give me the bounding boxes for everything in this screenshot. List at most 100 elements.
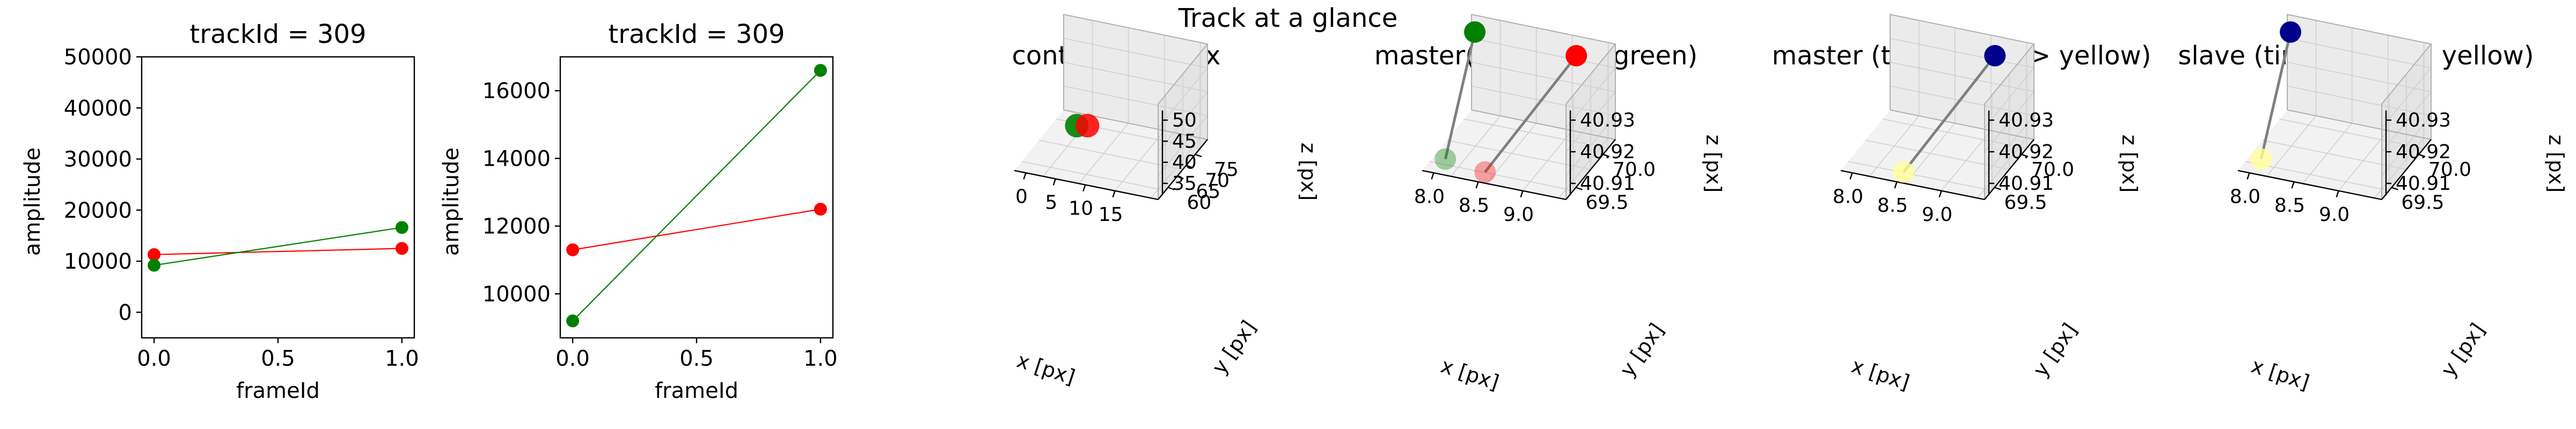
- chart-6-grid-line: [2280, 119, 2424, 149]
- chart-5-ytick: [1994, 187, 2001, 190]
- chart-4-x-axis: [1422, 169, 1567, 201]
- chart-1-ytick-label: 40000: [64, 96, 132, 121]
- chart-2-ylabel: amplitude: [439, 147, 464, 256]
- chart-2-ytick-label: 14000: [482, 146, 551, 171]
- chart-6-xtick: [2246, 172, 2250, 180]
- chart-1: trackId = 309 frameId amplitude 0.0 0.5 1.…: [20, 19, 419, 403]
- chart-6-zlabel: z [px]: [2544, 135, 2568, 193]
- chart-1-series-1-line: [153, 227, 402, 266]
- chart-5-ytick: [2021, 153, 2029, 158]
- chart-4-ytick-label: 70.0: [1613, 159, 1656, 181]
- chart-3-ytick: [1195, 153, 1202, 158]
- chart-4-ytick: [1576, 187, 1583, 190]
- chart-5-ytick-label: 69.5: [2004, 192, 2047, 214]
- chart-3-ztick-label: 50: [1172, 109, 1197, 131]
- chart-1-plot-area: 0.0 0.5 1.0 0 10000 20000 30000 40000 50000: [64, 45, 419, 371]
- chart-2-ytick-label: 16000: [482, 79, 551, 103]
- chart-3-ytick: [1185, 165, 1193, 168]
- chart-1-series-1-point: [395, 221, 408, 234]
- chart-5-axes: 8.0 8.5 9.0 69.5 70.040.91 40.92 40.93: [1833, 13, 2074, 226]
- chart-6-xtick-label: 8.0: [2230, 186, 2260, 208]
- chart-4-y-axis: [1565, 139, 1616, 200]
- chart-6-point-start: [2280, 21, 2302, 43]
- chart-5-connector: [1902, 55, 1996, 173]
- chart-2-ytick-label: 10000: [482, 282, 551, 307]
- chart-3-xtick: [1112, 190, 1116, 198]
- chart-1-ytick-label: 0: [119, 300, 132, 325]
- chart-6-ytick: [2418, 153, 2426, 158]
- chart-6-xtick-label: 8.5: [2274, 195, 2305, 217]
- chart-2-series-0-point: [566, 243, 580, 256]
- figure-suptitle: Track at a glance: [1178, 3, 1398, 33]
- chart-3-xtick-label: 0: [1015, 186, 1028, 208]
- chart-3-ytick-label: 60: [1187, 192, 1211, 214]
- chart-4-slave-connector: [1444, 32, 1476, 160]
- chart-3-x-axis: [1014, 169, 1159, 201]
- chart-1-ytick-label: 50000: [64, 45, 132, 70]
- chart-1-title: trackId = 309: [189, 19, 366, 49]
- chart-3-ztick-label: 40: [1172, 152, 1197, 174]
- chart-2-series-0-line: [572, 209, 821, 250]
- chart-4-zlabel: z [px]: [1702, 135, 1725, 193]
- chart-5-x-axis: [1840, 169, 1985, 201]
- chart-5-xtick-label: 8.5: [1877, 195, 1908, 217]
- chart-3-ztick-label: 45: [1172, 130, 1197, 152]
- chart-6-axes: 8.0 8.5 9.0 69.5 70.040.91 40.92 40.93: [2230, 13, 2471, 226]
- chart-2-title: trackId = 309: [608, 19, 785, 49]
- chart-4-grid-line: [1446, 139, 1591, 170]
- chart-6-point-end: [2250, 148, 2272, 170]
- chart-6-ytick: [2391, 187, 2398, 190]
- chart-5-ytick-label: 70.0: [2031, 159, 2074, 181]
- chart-6-x-axis: [2237, 169, 2382, 201]
- chart-4-slave-point: [1435, 148, 1457, 170]
- chart-4-ytick: [1602, 153, 1610, 158]
- chart-3-xtick: [1023, 172, 1027, 180]
- chart-4-ztick-label: 40.91: [1580, 173, 1635, 195]
- chart-3-xtick: [1082, 184, 1086, 192]
- chart-3-zlabel: z [px]: [1297, 143, 1320, 201]
- chart-6-y-axis: [2381, 139, 2432, 200]
- chart-1-xlabel: frameId: [236, 379, 320, 403]
- chart-5-xtick: [1894, 181, 1898, 189]
- chart-4-ztick-label: 40.92: [1580, 141, 1635, 163]
- chart-6-ztick-label: 40.93: [2396, 109, 2451, 131]
- chart-2: trackId = 309 frameId amplitude 0.0 0.5 1.…: [439, 19, 838, 403]
- chart-2-xtick-label: 0.5: [679, 346, 714, 371]
- chart-6-xtick: [2291, 181, 2295, 189]
- chart-3-ytick-label: 75: [1214, 159, 1239, 181]
- chart-3-xtick: [1052, 179, 1056, 186]
- chart-2-plot-area: 0.0 0.5 1.0 10000 12000 14000 16000: [482, 56, 838, 371]
- chart-5-point-start: [1984, 45, 2006, 66]
- chart-3-y-axis: [1158, 139, 1208, 200]
- chart-3-ytick-label: 65: [1196, 181, 1220, 203]
- chart-2-series-0-point: [814, 203, 827, 216]
- chart-1-ytick-label: 30000: [64, 147, 132, 172]
- chart-2-xlabel: frameId: [655, 379, 738, 403]
- chart-4-master-point: [1565, 45, 1587, 66]
- chart-3-grid-line: [1021, 161, 1166, 191]
- chart-4-slave-point: [1464, 21, 1486, 43]
- chart-5-y-axis: [1984, 139, 2035, 200]
- chart-2-ytick-label: 12000: [482, 214, 551, 239]
- chart-6-ztick-label: 40.91: [2396, 173, 2451, 195]
- chart-5-xtick-label: 8.0: [1833, 186, 1863, 208]
- chart-2-series-1-point: [814, 64, 827, 77]
- chart-2-xtick-label: 0.0: [555, 346, 590, 371]
- chart-3-point: [1075, 114, 1100, 138]
- chart-5-zlabel: z [px]: [2118, 135, 2141, 193]
- chart-5-ztick-label: 40.91: [1999, 173, 2054, 195]
- chart-3-xtick-label: 15: [1099, 204, 1123, 226]
- chart-3-xtick-label: 10: [1069, 198, 1093, 220]
- chart-6-xtick-label: 9.0: [2319, 204, 2350, 226]
- chart-1-xtick-label: 1.0: [385, 346, 419, 371]
- chart-4: master(red) slave(green) 8.0 8.5 9.069.570…: [1374, 13, 1725, 395]
- chart-6-ytick-label: 70.0: [2428, 159, 2471, 181]
- chart-1-xtick-label: 0.5: [261, 346, 295, 371]
- chart-6-ztick-label: 40.92: [2396, 141, 2451, 163]
- chart-1-series-0-line: [154, 248, 402, 255]
- chart-4-axes: 8.0 8.5 9.0 69.5 70.040.91 40.92 40.93: [1414, 13, 1656, 226]
- chart-5-ztick-label: 40.92: [1999, 141, 2054, 163]
- chart-1-ytick-label: 20000: [64, 198, 132, 223]
- chart-4-xtick-label: 8.5: [1459, 195, 1489, 217]
